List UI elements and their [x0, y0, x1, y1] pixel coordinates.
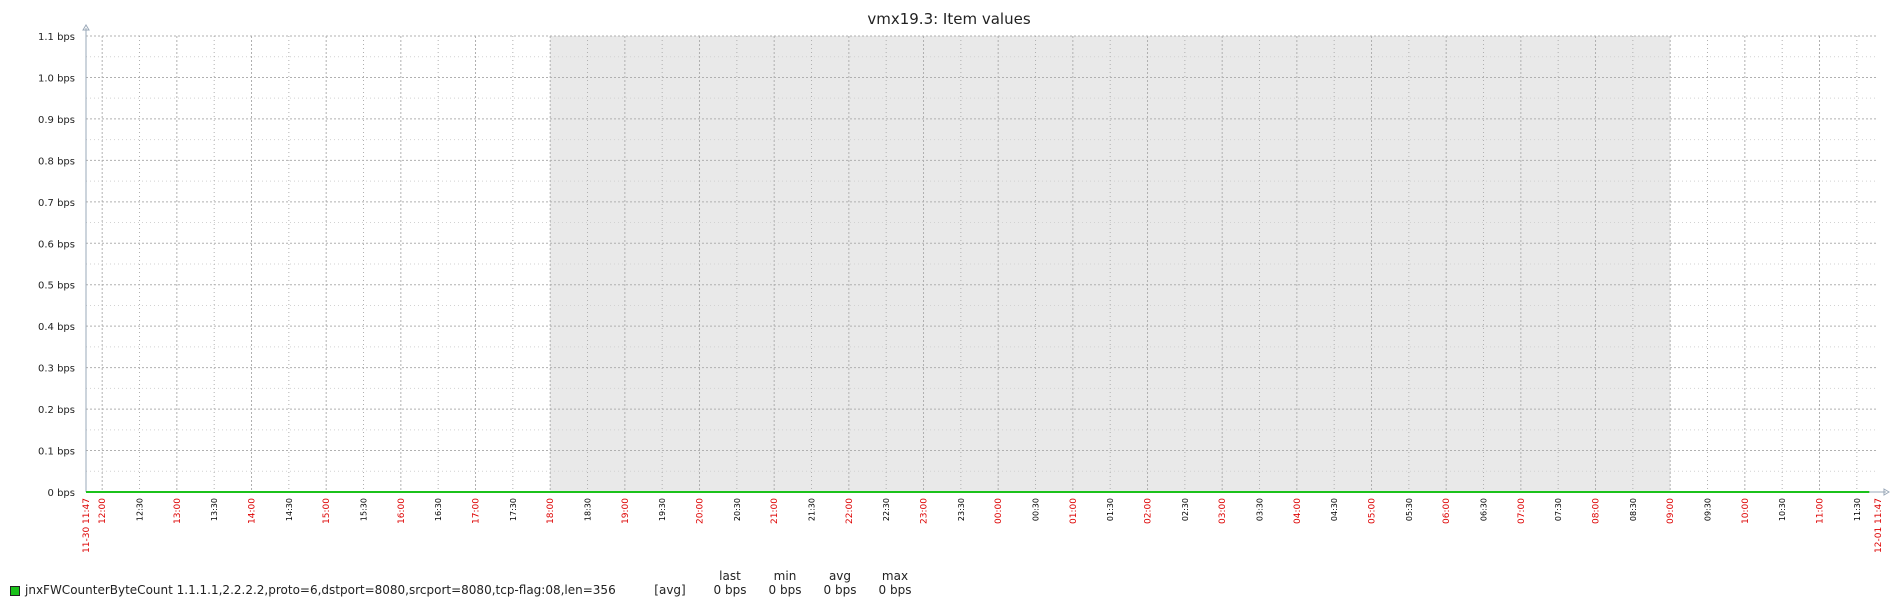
x-tick-label: 05:00: [1368, 498, 1378, 524]
x-tick-label: 16:30: [434, 498, 443, 521]
x-tick-label: 02:30: [1181, 498, 1190, 521]
y-tick-label: 0.3 bps: [38, 364, 75, 375]
x-tick-label: 03:30: [1256, 498, 1265, 521]
x-tick-label: 19:30: [658, 498, 667, 521]
x-tick-label: 06:00: [1442, 498, 1452, 524]
legend-color-swatch: [10, 586, 20, 596]
x-tick-label: 15:00: [322, 498, 332, 524]
legend-item-name: jnxFWCounterByteCount 1.1.1.1,2.2.2.2,pr…: [25, 583, 616, 597]
x-tick-label: 13:30: [210, 498, 219, 521]
x-start-label: 11-30 11:47: [82, 498, 92, 553]
x-end-label: 12-01 11:47: [1874, 498, 1884, 553]
x-tick-label: 19:00: [621, 498, 631, 524]
x-tick-label: 15:30: [360, 498, 369, 521]
x-tick-label: 20:30: [733, 498, 742, 521]
legend-value-last: 0 bps: [713, 583, 747, 597]
x-tick-label: 20:00: [696, 498, 706, 524]
legend-header-last: last: [719, 569, 741, 583]
x-tick-label: 01:30: [1106, 498, 1115, 521]
x-tick-label: 22:30: [882, 498, 891, 521]
x-tick-label: 08:30: [1629, 498, 1638, 521]
x-tick-label: 23:30: [957, 498, 966, 521]
y-axis-arrow: [82, 24, 90, 31]
x-tick-label: 13:00: [173, 498, 183, 524]
x-tick-label: 10:30: [1778, 498, 1787, 521]
x-tick-label: 23:00: [920, 498, 930, 524]
y-tick-label: 0.6 bps: [38, 239, 75, 250]
x-tick-label: 00:30: [1032, 498, 1041, 521]
x-tick-label: 21:30: [808, 498, 817, 521]
legend-header-min: min: [773, 569, 797, 583]
chart-title: vmx19.3: Item values: [867, 10, 1030, 28]
x-tick-label: 10:00: [1741, 498, 1751, 524]
x-tick-label: 18:00: [546, 498, 556, 524]
legend-header-avg: avg: [828, 569, 852, 583]
x-tick-label: 03:00: [1218, 498, 1228, 524]
x-tick-label: 16:00: [397, 498, 407, 524]
legend-value-max: 0 bps: [878, 583, 912, 597]
x-tick-label: 17:30: [509, 498, 518, 521]
x-tick-label: 14:00: [248, 498, 258, 524]
y-tick-label: 0.2 bps: [38, 405, 75, 416]
y-tick-label: 0.1 bps: [38, 447, 75, 458]
x-tick-label: 07:30: [1554, 498, 1563, 521]
x-tick-label: 00:00: [994, 498, 1004, 524]
x-tick-label: 11:30: [1853, 498, 1862, 521]
x-tick-label: 21:00: [770, 498, 780, 524]
legend-value-min: 0 bps: [768, 583, 802, 597]
x-tick-label: 09:30: [1704, 498, 1713, 521]
x-tick-label: 12:30: [136, 498, 145, 521]
x-tick-label: 05:30: [1405, 498, 1414, 521]
y-tick-label: 0.7 bps: [38, 198, 75, 209]
y-tick-label: 1.0 bps: [38, 73, 75, 84]
x-tick-label: 12:00: [98, 498, 108, 524]
y-tick-label: 0.5 bps: [38, 281, 75, 292]
x-tick-label: 07:00: [1517, 498, 1527, 524]
x-tick-label: 08:00: [1592, 498, 1602, 524]
x-tick-label: 02:00: [1144, 498, 1154, 524]
y-tick-label: 0.4 bps: [38, 322, 75, 333]
legend-header-max: max: [881, 569, 909, 583]
x-tick-label: 01:00: [1069, 498, 1079, 524]
x-tick-label: 04:00: [1293, 498, 1303, 524]
y-tick-label: 0 bps: [48, 488, 75, 499]
y-tick-label: 1.1 bps: [38, 32, 75, 43]
x-tick-label: 11:00: [1816, 498, 1826, 524]
x-tick-label: 17:00: [472, 498, 482, 524]
x-tick-label: 22:00: [845, 498, 855, 524]
x-tick-label: 14:30: [285, 498, 294, 521]
x-tick-label: 09:00: [1666, 498, 1676, 524]
y-tick-label: 0.8 bps: [38, 156, 75, 167]
legend-func: [avg]: [654, 583, 686, 597]
x-axis-arrow: [1883, 488, 1890, 496]
x-tick-label: 18:30: [584, 498, 593, 521]
x-tick-label: 06:30: [1480, 498, 1489, 521]
y-tick-label: 0.9 bps: [38, 115, 75, 126]
legend-value-avg: 0 bps: [823, 583, 857, 597]
x-tick-label: 04:30: [1330, 498, 1339, 521]
